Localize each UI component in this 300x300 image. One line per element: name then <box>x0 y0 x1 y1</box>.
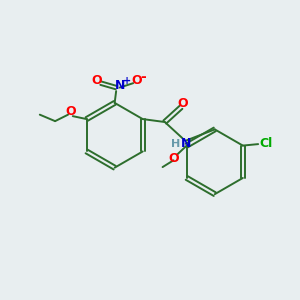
Text: Cl: Cl <box>260 137 273 150</box>
Text: N: N <box>115 79 125 92</box>
Text: O: O <box>131 74 142 87</box>
Text: +: + <box>123 76 131 86</box>
Text: O: O <box>65 105 76 118</box>
Text: O: O <box>177 97 188 110</box>
Text: O: O <box>91 74 102 87</box>
Text: H: H <box>171 139 181 148</box>
Text: -: - <box>140 70 146 84</box>
Text: N: N <box>181 137 191 150</box>
Text: O: O <box>168 152 179 165</box>
